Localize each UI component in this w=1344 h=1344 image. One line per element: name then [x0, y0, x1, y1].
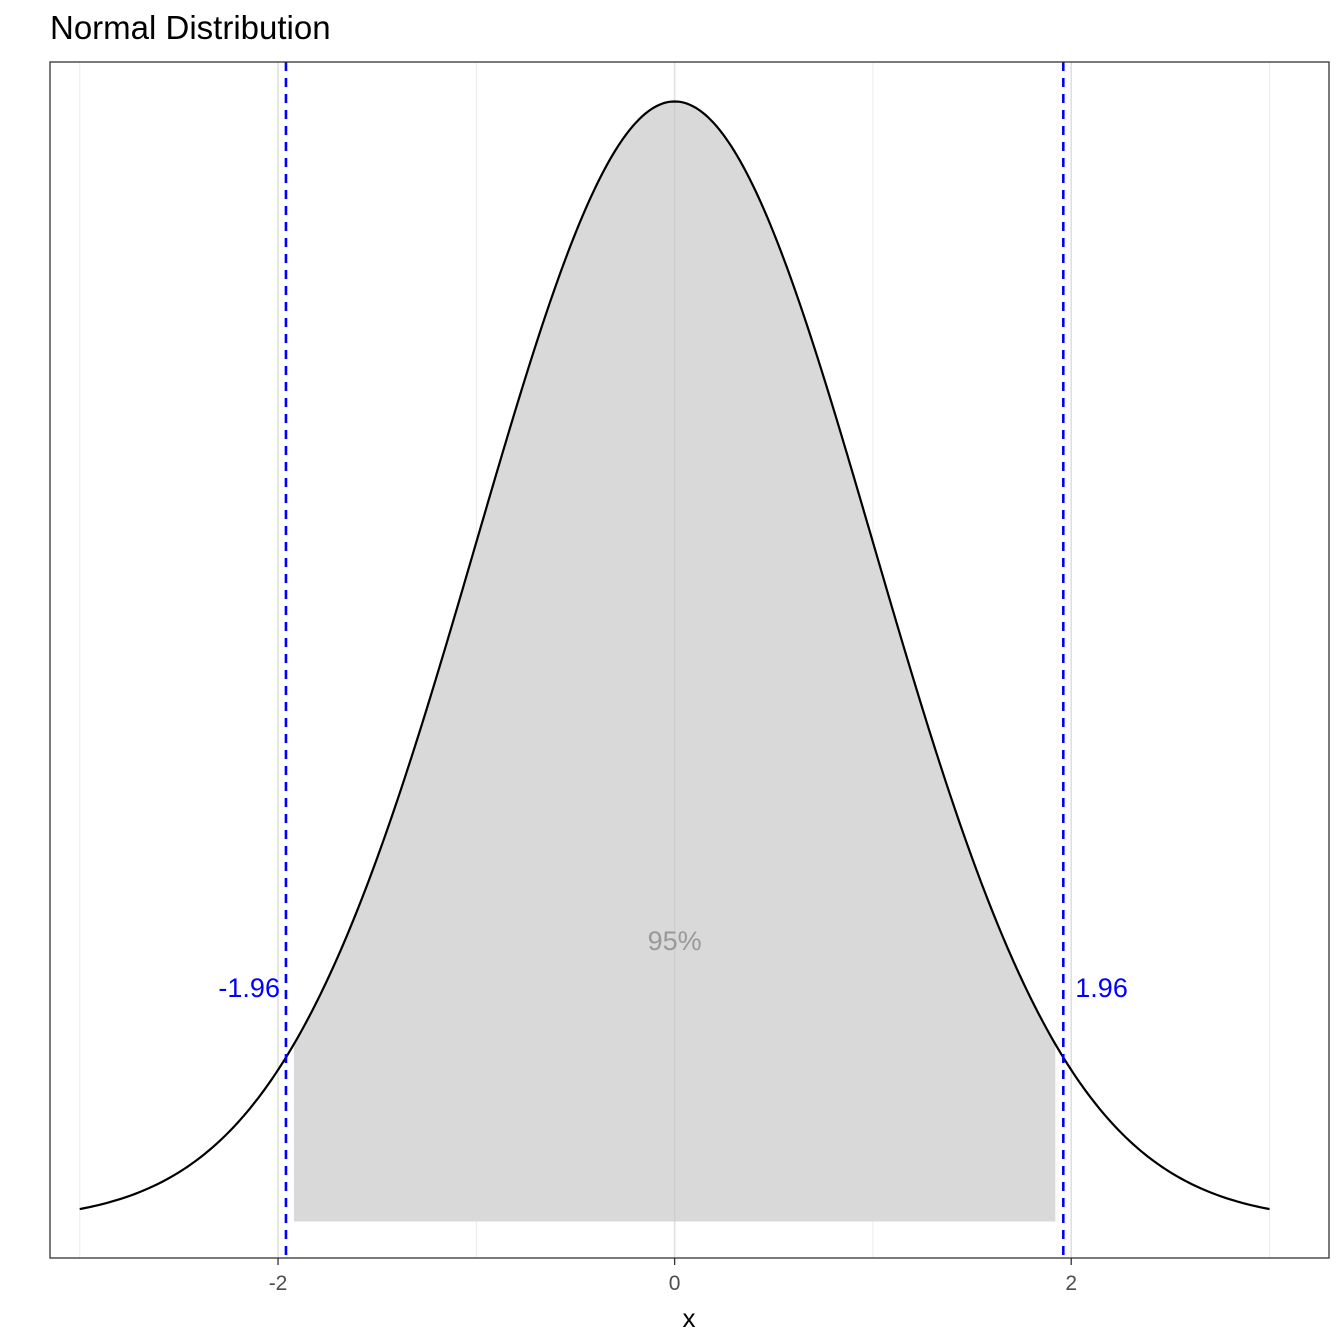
x-tick-label: 0: [669, 1272, 681, 1295]
shaded-area-layer: [293, 101, 1056, 1222]
reference-label-right: 1.96: [1075, 973, 1128, 1003]
x-axis-title: x: [683, 1303, 696, 1333]
reference-label-left: -1.96: [218, 973, 280, 1003]
density-curve: [79, 100, 1270, 1211]
percent-annotation: 95%: [648, 926, 702, 956]
x-tick-label: -2: [269, 1272, 288, 1295]
annotations-layer: 95%: [648, 926, 702, 956]
density-curve-layer: [79, 100, 1270, 1211]
x-axis-ticks: -2 0 2: [269, 1258, 1077, 1295]
panel-border: [49, 61, 1330, 1259]
reference-lines-layer: -1.96 1.96: [218, 62, 1128, 1258]
chart-title: Normal Distribution: [50, 9, 331, 46]
x-tick-label: 2: [1065, 1272, 1077, 1295]
